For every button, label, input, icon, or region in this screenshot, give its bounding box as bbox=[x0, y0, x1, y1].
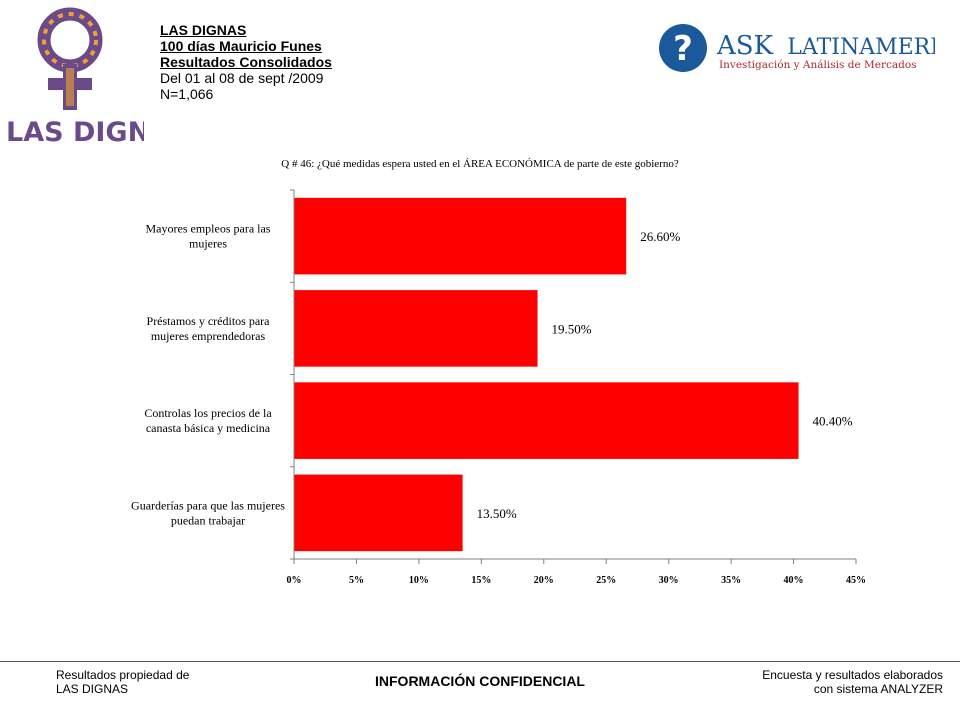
x-tick-label-2: 10% bbox=[409, 575, 429, 586]
value-label-1: 19.50% bbox=[552, 321, 592, 336]
bar-chart: 26.60% Mayores empleos para las mujeres 19.… bbox=[131, 189, 866, 586]
question-mark-icon bbox=[659, 24, 707, 72]
svg-text:?: ? bbox=[673, 29, 693, 69]
logo-brand-ask: ASK bbox=[716, 31, 774, 61]
category-label-2: Controlas los precios de la canasta básic… bbox=[144, 406, 272, 435]
bar-1 bbox=[294, 290, 538, 367]
bar-2 bbox=[294, 382, 799, 459]
header-sample-size: N=1,066 bbox=[160, 86, 214, 102]
category-label-3: Guarderías para que las mujeres puedan tr… bbox=[131, 498, 285, 527]
footer-right-line-1: Encuesta y resultados elaborados bbox=[762, 668, 943, 682]
header-dates: Del 01 al 08 de sept /2009 bbox=[160, 70, 324, 86]
header-org: LAS DIGNAS bbox=[160, 22, 247, 38]
x-tick-label-4: 20% bbox=[534, 575, 554, 586]
svg-text:ASK LATINAMERICA: ASK LATINAMERICA bbox=[716, 31, 935, 61]
x-tick-label-5: 25% bbox=[596, 575, 616, 586]
footer-left-line-1: Resultados propiedad de bbox=[56, 668, 190, 682]
category-label-1: Préstamos y créditos para mujeres emprend… bbox=[147, 314, 271, 343]
footer-divider bbox=[0, 661, 960, 662]
x-tick-label-8: 40% bbox=[784, 575, 804, 586]
x-tick-label-6: 30% bbox=[659, 575, 679, 586]
x-tick-label-7: 35% bbox=[721, 575, 741, 586]
header-title: 100 días Mauricio Funes bbox=[160, 38, 322, 54]
ask-latinamerica-logo: ? ASK LATINAMERICA Investigación y Análi… bbox=[655, 18, 960, 78]
footer-right-line-2: con sistema ANALYZER bbox=[813, 682, 943, 696]
footer-confidential: INFORMACIÓN CONFIDENCIAL bbox=[375, 673, 585, 689]
x-tick-label-1: 5% bbox=[349, 575, 364, 586]
value-label-2: 40.40% bbox=[813, 414, 853, 429]
footer-left: Resultados propiedad de LAS DIGNAS bbox=[56, 668, 189, 696]
header-subtitle: Resultados Consolidados bbox=[160, 54, 332, 70]
x-tick-label-9: 45% bbox=[846, 575, 866, 586]
footer-right: Encuesta y resultados elaborados con sis… bbox=[762, 668, 943, 696]
bar-3 bbox=[294, 474, 463, 552]
value-label-3: 13.50% bbox=[477, 506, 517, 521]
report-header: LAS DIGNAS 100 días Mauricio Funes Resul… bbox=[160, 22, 332, 102]
bar-0 bbox=[294, 197, 627, 275]
category-label-0: Mayores empleos para las mujeres bbox=[146, 222, 271, 251]
question-text: Q # 46: ¿Qué medidas espera usted en el … bbox=[281, 158, 679, 170]
logo-tagline: Investigación y Análisis de Mercados bbox=[719, 59, 917, 71]
logo-brand-rest: LATINAMERICA bbox=[787, 35, 935, 60]
x-tick-label-3: 15% bbox=[471, 575, 491, 586]
footer-left-line-2: LAS DIGNAS bbox=[56, 682, 129, 696]
value-label-0: 26.60% bbox=[640, 229, 680, 244]
x-tick-label-0: 0% bbox=[287, 575, 302, 586]
